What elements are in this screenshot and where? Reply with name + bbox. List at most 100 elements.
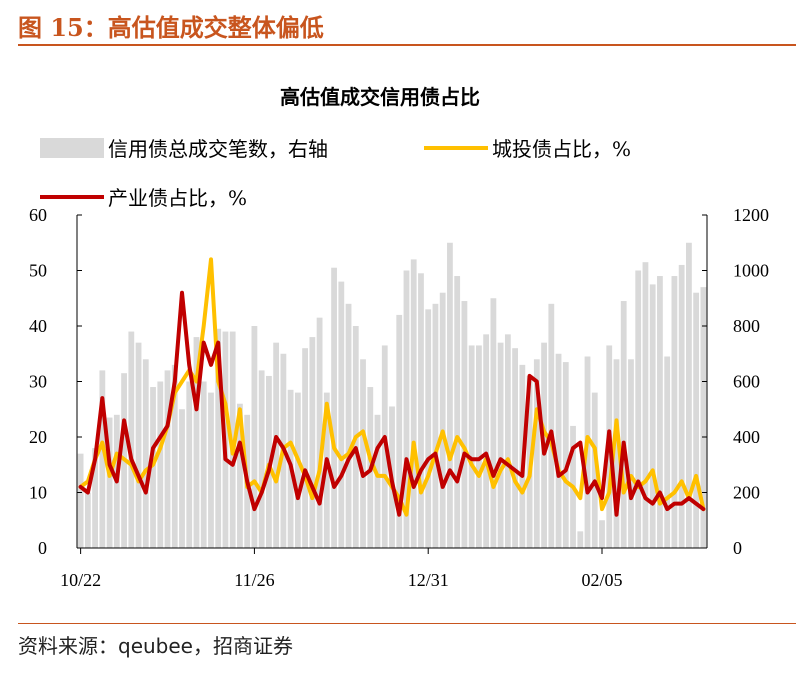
title-rule	[18, 44, 796, 46]
bar	[142, 359, 149, 548]
bar	[157, 381, 164, 548]
bar	[512, 348, 518, 548]
bar	[200, 381, 207, 548]
bar	[432, 303, 439, 548]
bar	[360, 359, 366, 548]
bar	[591, 392, 598, 548]
source-rule	[18, 623, 796, 624]
bar	[439, 292, 446, 548]
y-right-tick-label: 400	[733, 427, 760, 447]
bar	[504, 334, 511, 548]
bar	[237, 403, 243, 548]
bar	[179, 409, 185, 548]
bar	[657, 276, 663, 548]
y-right-tick-label: 1000	[733, 261, 769, 281]
bar	[410, 259, 417, 548]
bar	[345, 303, 352, 548]
bar	[613, 359, 620, 548]
chanye-line	[78, 290, 706, 517]
bar	[418, 273, 424, 548]
bar	[294, 392, 301, 548]
bar	[302, 348, 308, 548]
y-left-tick-label: 0	[38, 538, 47, 558]
y-left-tick-label: 20	[29, 427, 47, 447]
y-left-tick-label: 60	[29, 205, 47, 225]
legend-bar-swatch	[40, 138, 104, 158]
y-left-tick-label: 30	[29, 372, 47, 392]
bar	[316, 317, 323, 548]
x-tick-label: 02/05	[581, 570, 622, 590]
bar	[533, 359, 540, 548]
y-right-tick-label: 0	[733, 538, 742, 558]
bar	[620, 301, 627, 548]
bar	[490, 298, 497, 548]
y-right-tick-label: 600	[733, 372, 760, 392]
y-right-tick-label: 1200	[733, 205, 769, 225]
bar	[150, 387, 156, 548]
bar	[693, 292, 700, 548]
bar	[483, 334, 490, 548]
bar	[258, 370, 265, 548]
bar	[700, 287, 707, 548]
bar	[403, 270, 410, 548]
bar	[555, 353, 562, 548]
bar	[678, 264, 685, 548]
bar	[497, 342, 504, 548]
bar	[461, 301, 468, 548]
bar	[686, 242, 692, 548]
bar	[215, 328, 222, 548]
bar	[251, 326, 258, 548]
legend-chanye-label: 产业债占比，%	[108, 186, 247, 210]
bar	[649, 284, 656, 548]
y-right-tick-label: 200	[733, 483, 760, 503]
bar	[599, 520, 605, 548]
chart-title: 高估值成交信用债占比	[280, 85, 480, 109]
y-left-tick-label: 50	[29, 261, 47, 281]
bar	[476, 345, 482, 548]
bar	[92, 448, 98, 548]
bar	[642, 262, 649, 548]
bar	[77, 453, 84, 548]
chart: 高估值成交信用债占比 信用债总成交笔数，右轴 城投债占比，% 产业债占比，% 0…	[29, 85, 769, 590]
line-series	[78, 257, 706, 517]
bar	[99, 370, 106, 548]
bar	[331, 267, 337, 548]
y-left-tick-label: 40	[29, 316, 47, 336]
bar	[396, 314, 403, 548]
y-right-tick-label: 800	[733, 316, 760, 336]
source-note: 资料来源：qeubee，招商证券	[18, 634, 293, 658]
legend-chengtou-label: 城投债占比，%	[492, 137, 631, 161]
x-tick-label: 11/26	[234, 570, 274, 590]
legend-bar-label: 信用债总成交笔数，右轴	[108, 137, 328, 161]
bar	[577, 531, 584, 548]
bar	[628, 359, 634, 548]
bar	[208, 392, 214, 548]
bar	[106, 417, 113, 548]
axes	[76, 214, 708, 554]
bar	[447, 242, 453, 548]
bar	[468, 345, 475, 548]
bar	[135, 342, 142, 548]
bar	[425, 309, 432, 548]
legend: 信用债总成交笔数，右轴 城投债占比，% 产业债占比，%	[40, 137, 631, 210]
bar	[171, 364, 178, 548]
bar	[635, 270, 642, 548]
x-tick-label: 12/31	[408, 570, 449, 590]
bar	[548, 303, 555, 548]
bar	[193, 337, 200, 548]
bar	[164, 370, 171, 548]
figure-title: 图 15：高估值成交整体偏低	[18, 13, 324, 42]
bar	[664, 356, 671, 548]
x-tick-label: 10/22	[60, 570, 101, 590]
bar	[374, 414, 381, 548]
bar	[454, 276, 461, 548]
bar	[671, 276, 678, 548]
bar	[338, 281, 345, 548]
y-left-tick-label: 10	[29, 483, 47, 503]
bar	[128, 331, 135, 548]
bar	[562, 362, 569, 548]
bar	[309, 337, 316, 548]
bar	[186, 381, 193, 548]
bar	[84, 492, 91, 548]
